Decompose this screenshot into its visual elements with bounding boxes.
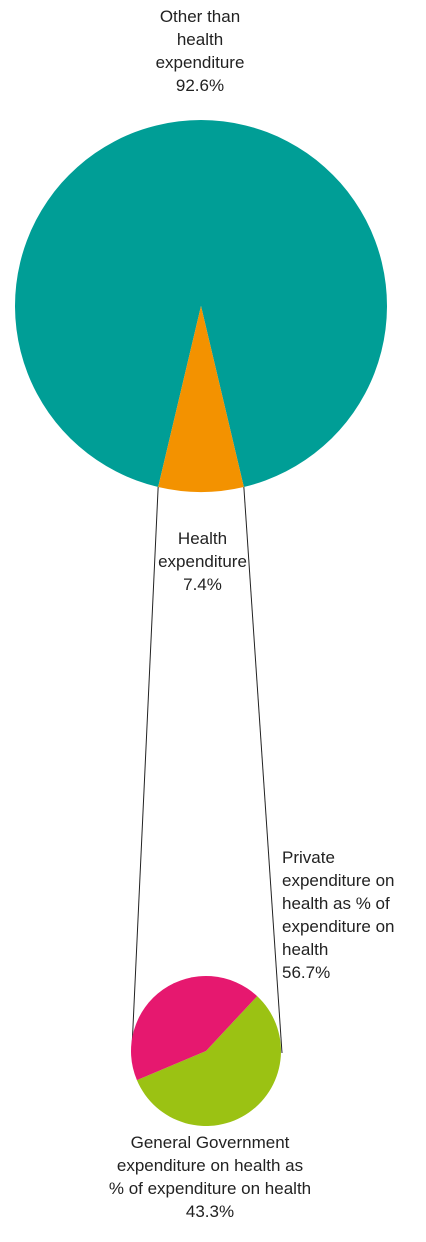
label-line: Health xyxy=(177,529,228,548)
slice-label-government-expenditure: General Government expenditure on health … xyxy=(60,1131,360,1223)
slice-label-other-than-health: Other than health expenditure 92.6% xyxy=(100,5,300,97)
pie-slice-health-expenditure xyxy=(158,306,244,493)
label-line: health xyxy=(176,30,224,49)
label-line: expenditure xyxy=(155,53,245,72)
label-line: health as % of xyxy=(282,894,390,913)
label-line: Other than xyxy=(159,7,241,26)
label-line: Private xyxy=(282,848,335,867)
slice-label-private-expenditure: Private expenditure on health as % of expen… xyxy=(282,846,422,984)
label-line: % of expenditure on health xyxy=(108,1179,312,1198)
label-line: 56.7% xyxy=(282,963,331,982)
main-pie xyxy=(15,120,388,493)
label-line: expenditure xyxy=(158,552,247,571)
connector-line-left xyxy=(131,486,159,1049)
connector-lines xyxy=(131,486,283,1054)
label-line: health xyxy=(282,940,329,959)
label-line: General Government xyxy=(130,1133,290,1152)
slice-label-health-expenditure: Health expenditure 7.4% xyxy=(120,527,285,596)
pie-slice-private-expenditure-on-health-as-of-expe xyxy=(136,996,281,1127)
pie-slice-other-than-health-expenditure xyxy=(15,120,388,488)
label-line: 7.4% xyxy=(183,575,222,594)
label-line: expenditure on health as xyxy=(116,1156,304,1175)
breakdown-pie xyxy=(130,976,281,1127)
pie-slice-general-government-expenditure-on-health xyxy=(130,976,258,1081)
label-line: expenditure on xyxy=(282,871,395,890)
connector-line-right xyxy=(243,486,283,1054)
label-line: 43.3% xyxy=(185,1202,235,1221)
label-line: 92.6% xyxy=(175,76,225,95)
label-line: expenditure on xyxy=(282,917,395,936)
